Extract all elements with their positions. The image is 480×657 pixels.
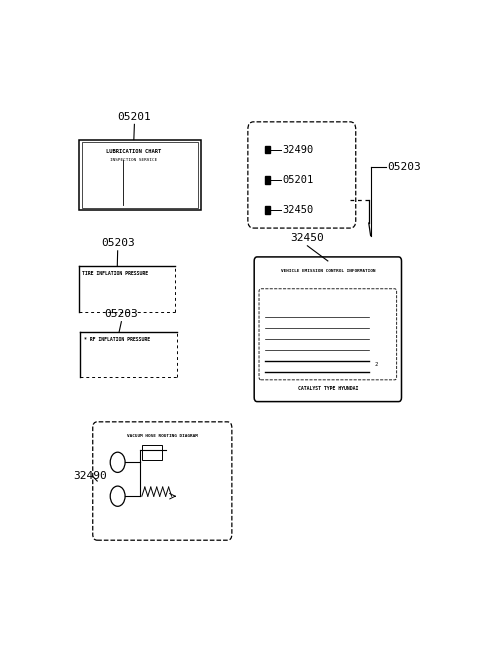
Bar [264, 146, 270, 153]
Text: INSPECTION SERVICE: INSPECTION SERVICE [110, 158, 157, 162]
Text: 32450: 32450 [290, 233, 324, 243]
Bar [82, 142, 198, 208]
Bar [264, 206, 270, 214]
Text: 32490: 32490 [73, 471, 107, 481]
Text: VEHICLE EMISSION CONTROL INFORMATION: VEHICLE EMISSION CONTROL INFORMATION [281, 269, 375, 273]
Text: TIRE INFLATION PRESSURE: TIRE INFLATION PRESSURE [83, 271, 148, 276]
Text: * RF INFLATION PRESSURE: * RF INFLATION PRESSURE [84, 337, 150, 342]
Bar [79, 139, 202, 210]
Text: 05201: 05201 [118, 112, 151, 122]
Bar [264, 176, 270, 183]
Text: 32450: 32450 [282, 206, 314, 215]
Bar [142, 445, 162, 460]
Text: 2: 2 [374, 362, 378, 367]
Text: CATALYST TYPE HYUNDAI: CATALYST TYPE HYUNDAI [298, 386, 358, 392]
Text: LUBRICATION CHART: LUBRICATION CHART [106, 148, 161, 154]
Text: 05201: 05201 [282, 175, 314, 185]
Text: 05203: 05203 [105, 309, 138, 319]
Text: 05203: 05203 [101, 238, 134, 248]
Text: VACUUM HOSE ROUTING DIAGRAM: VACUUM HOSE ROUTING DIAGRAM [127, 434, 198, 438]
Text: 32490: 32490 [282, 145, 314, 154]
Text: 05203: 05203 [387, 162, 421, 172]
